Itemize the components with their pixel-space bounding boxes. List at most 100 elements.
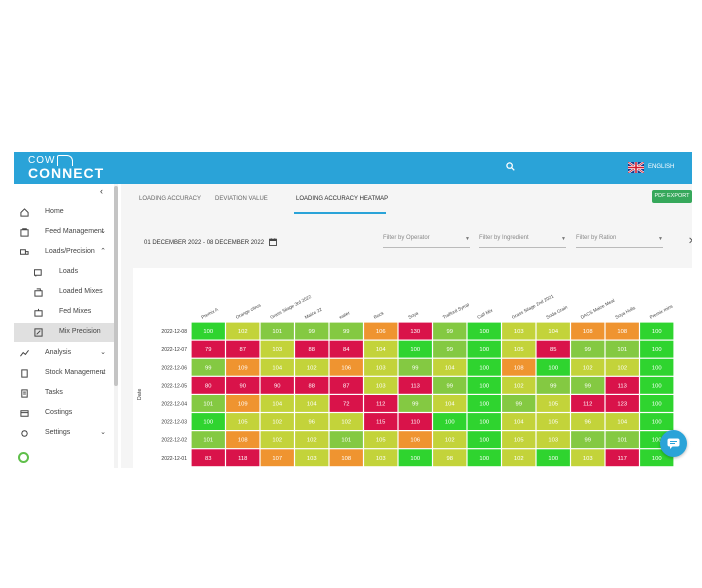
heatmap-cell[interactable] bbox=[571, 376, 605, 394]
heatmap-cell[interactable] bbox=[295, 431, 329, 449]
heatmap-cell[interactable] bbox=[191, 376, 225, 394]
heatmap-cell[interactable] bbox=[571, 431, 605, 449]
heatmap-cell[interactable] bbox=[640, 376, 674, 394]
heatmap-cell[interactable] bbox=[571, 358, 605, 376]
heatmap-cell[interactable] bbox=[433, 358, 467, 376]
ration-filter[interactable]: Filter by Ration ▼ bbox=[576, 235, 663, 248]
heatmap-cell[interactable] bbox=[571, 340, 605, 358]
heatmap-cell[interactable] bbox=[605, 431, 639, 449]
calendar-icon[interactable] bbox=[269, 238, 277, 246]
heatmap-cell[interactable] bbox=[433, 431, 467, 449]
heatmap-cell[interactable] bbox=[605, 322, 639, 340]
heatmap-cell[interactable] bbox=[433, 322, 467, 340]
heatmap-cell[interactable] bbox=[398, 358, 432, 376]
heatmap-cell[interactable] bbox=[605, 413, 639, 430]
heatmap-cell[interactable] bbox=[605, 340, 639, 358]
heatmap-cell[interactable] bbox=[536, 322, 570, 340]
heatmap-cell[interactable] bbox=[398, 431, 432, 449]
heatmap-cell[interactable] bbox=[226, 449, 260, 467]
tab-deviation-value[interactable]: DEVIATION VALUE bbox=[215, 196, 268, 202]
heatmap-cell[interactable] bbox=[605, 449, 639, 467]
heatmap-cell[interactable] bbox=[260, 413, 294, 430]
heatmap-cell[interactable] bbox=[260, 395, 294, 412]
heatmap-cell[interactable] bbox=[329, 449, 363, 467]
sidebar-item-analysis[interactable]: Analysis ⌄ bbox=[14, 344, 114, 363]
heatmap-cell[interactable] bbox=[502, 413, 536, 430]
heatmap-cell[interactable] bbox=[433, 413, 467, 430]
heatmap-cell[interactable] bbox=[260, 449, 294, 467]
heatmap-cell[interactable] bbox=[536, 449, 570, 467]
heatmap-cell[interactable] bbox=[364, 322, 398, 340]
heatmap-cell[interactable] bbox=[191, 449, 225, 467]
heatmap-cell[interactable] bbox=[467, 431, 501, 449]
sidebar-item-loaded-mixes[interactable]: Loaded Mixes bbox=[14, 283, 114, 302]
sidebar-item-fed-mixes[interactable]: Fed Mixes bbox=[14, 303, 114, 322]
heatmap-cell[interactable] bbox=[226, 431, 260, 449]
heatmap-cell[interactable] bbox=[226, 395, 260, 412]
sidebar-item-stock-management[interactable]: Stock Management ⌄ bbox=[14, 364, 114, 383]
heatmap-cell[interactable] bbox=[191, 340, 225, 358]
heatmap-cell[interactable] bbox=[398, 395, 432, 412]
heatmap-cell[interactable] bbox=[640, 322, 674, 340]
heatmap-cell[interactable] bbox=[295, 358, 329, 376]
heatmap-cell[interactable] bbox=[398, 340, 432, 358]
heatmap-cell[interactable] bbox=[329, 413, 363, 430]
heatmap-cell[interactable] bbox=[191, 358, 225, 376]
heatmap-cell[interactable] bbox=[640, 358, 674, 376]
heatmap-cell[interactable] bbox=[329, 322, 363, 340]
heatmap-cell[interactable] bbox=[640, 395, 674, 412]
heatmap-cell[interactable] bbox=[191, 322, 225, 340]
heatmap-cell[interactable] bbox=[433, 340, 467, 358]
heatmap-cell[interactable] bbox=[364, 340, 398, 358]
heatmap-cell[interactable] bbox=[364, 358, 398, 376]
heatmap-cell[interactable] bbox=[191, 431, 225, 449]
heatmap-cell[interactable] bbox=[295, 322, 329, 340]
heatmap-cell[interactable] bbox=[640, 413, 674, 430]
search-icon[interactable] bbox=[506, 162, 515, 171]
heatmap-cell[interactable] bbox=[605, 358, 639, 376]
heatmap-cell[interactable] bbox=[260, 322, 294, 340]
heatmap-cell[interactable] bbox=[398, 376, 432, 394]
clear-filters-icon[interactable]: ✕ bbox=[688, 236, 692, 247]
logo[interactable]: COW CONNECT bbox=[28, 155, 104, 181]
pdf-export-button[interactable]: PDF EXPORT bbox=[652, 190, 692, 203]
chat-button[interactable] bbox=[660, 430, 687, 457]
heatmap-cell[interactable] bbox=[191, 395, 225, 412]
heatmap-cell[interactable] bbox=[398, 449, 432, 467]
heatmap-cell[interactable] bbox=[536, 395, 570, 412]
heatmap-cell[interactable] bbox=[502, 340, 536, 358]
operator-filter[interactable]: Filter by Operator ▼ bbox=[383, 235, 470, 248]
heatmap-cell[interactable] bbox=[226, 340, 260, 358]
heatmap-cell[interactable] bbox=[467, 340, 501, 358]
heatmap-cell[interactable] bbox=[398, 322, 432, 340]
heatmap-cell[interactable] bbox=[260, 376, 294, 394]
tab-loading-accuracy-heatmap[interactable]: LOADING ACCURACY HEATMAP bbox=[296, 196, 389, 202]
language-selector[interactable]: ENGLISH bbox=[648, 164, 675, 170]
heatmap-cell[interactable] bbox=[502, 449, 536, 467]
heatmap-cell[interactable] bbox=[226, 358, 260, 376]
heatmap-cell[interactable] bbox=[502, 395, 536, 412]
heatmap-cell[interactable] bbox=[364, 431, 398, 449]
tab-loading-accuracy[interactable]: LOADING ACCURACY bbox=[139, 196, 202, 202]
sidebar-item-loads-precision[interactable]: Loads/Precision ⌃ bbox=[14, 243, 114, 262]
heatmap-cell[interactable] bbox=[226, 413, 260, 430]
heatmap-cell[interactable] bbox=[536, 376, 570, 394]
heatmap-cell[interactable] bbox=[571, 322, 605, 340]
heatmap-cell[interactable] bbox=[329, 358, 363, 376]
sidebar-item-loads[interactable]: Loads bbox=[14, 263, 114, 282]
heatmap-cell[interactable] bbox=[329, 431, 363, 449]
heatmap-cell[interactable] bbox=[536, 340, 570, 358]
heatmap-cell[interactable] bbox=[226, 322, 260, 340]
heatmap-cell[interactable] bbox=[502, 358, 536, 376]
heatmap-cell[interactable] bbox=[640, 340, 674, 358]
sidebar-item-tasks[interactable]: Tasks bbox=[14, 384, 114, 403]
heatmap-cell[interactable] bbox=[467, 376, 501, 394]
sidebar-item-costings[interactable]: Costings bbox=[14, 404, 114, 423]
heatmap-cell[interactable] bbox=[295, 340, 329, 358]
heatmap-cell[interactable] bbox=[260, 340, 294, 358]
heatmap-cell[interactable] bbox=[467, 413, 501, 430]
sidebar-item-feed-management[interactable]: Feed Management ⌄ bbox=[14, 223, 114, 242]
sidebar-item-settings[interactable]: Settings ⌄ bbox=[14, 424, 114, 443]
heatmap-cell[interactable] bbox=[295, 395, 329, 412]
heatmap-cell[interactable] bbox=[433, 449, 467, 467]
